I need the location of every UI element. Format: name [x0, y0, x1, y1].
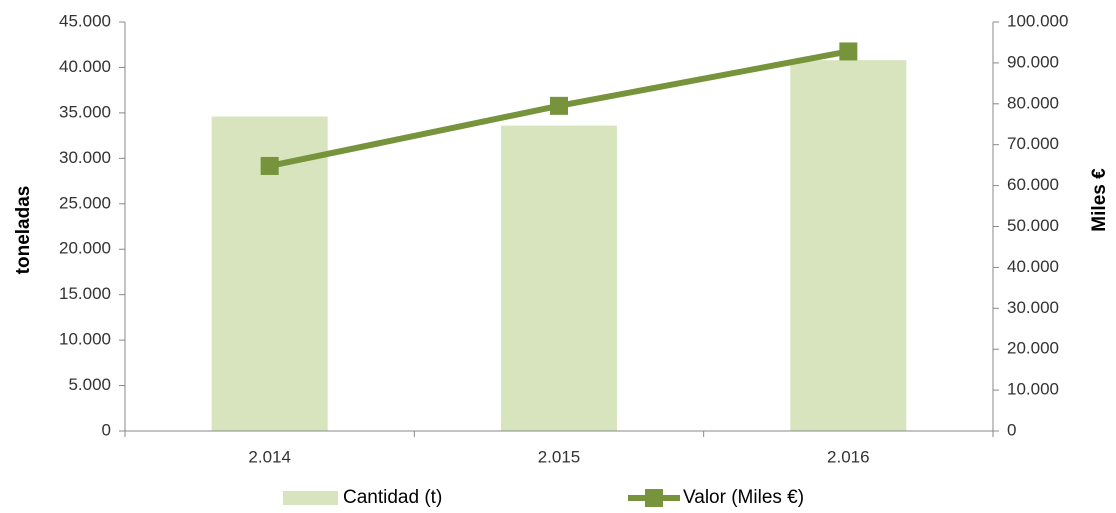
marker — [260, 156, 279, 175]
y2-tick-label: 70.000 — [1007, 134, 1059, 153]
legend-marker — [645, 489, 663, 507]
y2-tick-label: 80.000 — [1007, 93, 1059, 112]
marker — [550, 96, 568, 115]
y-tick-label: 40.000 — [59, 57, 111, 76]
y2-tick-label: 20.000 — [1007, 339, 1059, 358]
x-tick-label: 2.014 — [248, 447, 291, 466]
y2-tick-label: 40.000 — [1007, 257, 1059, 276]
y2-tick-label: 50.000 — [1007, 216, 1059, 235]
y-tick-label: 35.000 — [59, 102, 111, 121]
y-tick-label: 45.000 — [59, 11, 111, 30]
legend-label: Cantidad (t) — [343, 487, 442, 508]
y-axis-label: toneladas — [13, 186, 34, 275]
x-tick-label: 2.015 — [538, 447, 581, 466]
legend-swatch — [283, 491, 338, 505]
legend-label: Valor (Miles €) — [683, 487, 804, 508]
y2-tick-label: 100.000 — [1007, 11, 1068, 30]
y-tick-label: 25.000 — [59, 193, 111, 212]
bar — [501, 125, 617, 431]
y-tick-label: 15.000 — [59, 284, 111, 303]
y-tick-label: 20.000 — [59, 239, 111, 258]
y-tick-label: 5.000 — [68, 375, 111, 394]
bar — [790, 60, 907, 431]
y-tick-label: 0 — [102, 420, 111, 439]
y2-tick-label: 0 — [1007, 420, 1016, 439]
x-tick-label: 2.016 — [827, 447, 870, 466]
marker — [839, 42, 858, 61]
y2-tick-label: 30.000 — [1007, 298, 1059, 317]
y2-tick-label: 90.000 — [1007, 52, 1059, 71]
y-tick-label: 30.000 — [59, 148, 111, 167]
y2-axis-label: Miles € — [1089, 168, 1110, 232]
y2-tick-label: 60.000 — [1007, 175, 1059, 194]
y-tick-label: 10.000 — [59, 330, 111, 349]
y2-tick-label: 10.000 — [1007, 380, 1059, 399]
